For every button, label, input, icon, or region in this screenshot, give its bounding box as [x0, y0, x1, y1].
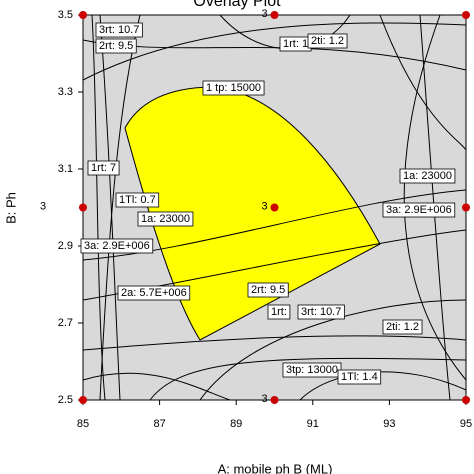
contour-label-box: [247, 282, 289, 298]
design-point: [79, 11, 87, 19]
contour-label-box: [382, 319, 423, 335]
contour-label: 2ti: 1.2: [386, 321, 419, 333]
design-point: [270, 396, 279, 404]
x-axis-label: A: mobile ph B (ML): [218, 461, 333, 474]
y-tick-label: 2.5: [58, 394, 73, 406]
design-point: [462, 396, 470, 404]
design-point: [462, 203, 470, 212]
contour-label: 3a: 2.9E+006: [386, 204, 452, 216]
contour-label: 3rt: 10.7: [301, 306, 341, 318]
contour-label: 1Tl: 0.7: [119, 194, 156, 206]
design-point-label: 3: [261, 200, 267, 212]
contour-label-box: [95, 22, 143, 38]
chart-title: Overlay Plot: [193, 0, 281, 10]
design-point-label: 3: [40, 200, 46, 212]
contour-label: 1a: 23000: [403, 170, 452, 182]
contour-label: 1rt:: [271, 306, 287, 318]
contour-label-box: [337, 369, 382, 385]
x-tick-label: 95: [460, 418, 472, 430]
contour-label-box: [382, 202, 456, 218]
x-tick-label: 93: [383, 418, 395, 430]
x-tick-label: 91: [307, 418, 319, 430]
contour-label-box: [137, 211, 194, 227]
contour-label-box: [87, 160, 120, 176]
y-tick-label: 3.5: [58, 9, 73, 21]
design-point: [79, 396, 87, 404]
contour-label: 1rt: 7: [91, 162, 116, 174]
x-tick-label: 87: [153, 418, 165, 430]
contour-label: 1rt: 1: [283, 38, 308, 50]
contour-label: 3rt: 10.7: [99, 24, 139, 36]
contour-label: 3tp: 13000: [286, 364, 338, 376]
contour-label-box: [80, 238, 154, 254]
contour-label-box: [307, 33, 348, 49]
contour-label-box: [399, 168, 456, 184]
feasible-region: [124, 86, 381, 341]
contour-label: 2ti: 1.2: [311, 35, 344, 47]
design-point-label: 3: [261, 8, 267, 20]
contour-label: 1Tl: 1.4: [341, 371, 378, 383]
contour-label-box: [267, 304, 291, 320]
design-point-label: 3: [261, 393, 267, 405]
design-point: [462, 11, 470, 19]
contour-label: 2a: 5.7E+006: [121, 287, 187, 299]
x-tick-label: 85: [77, 418, 89, 430]
design-point: [79, 203, 87, 212]
contour-label: 2rt: 9.5: [99, 40, 133, 52]
contour-label: 1a: 23000: [141, 213, 190, 225]
contour-label: 1 tp: 15000: [206, 82, 261, 94]
y-tick-label: 3.3: [58, 86, 73, 98]
contour-label-box: [95, 38, 137, 54]
contour-label-box: [117, 285, 191, 301]
design-point: [270, 203, 279, 212]
y-tick-label: 2.9: [58, 240, 73, 252]
contour-label: 2rt: 9.5: [251, 284, 285, 296]
contour-label: 3a: 2.9E+006: [84, 240, 150, 252]
contour-label-box: [202, 80, 265, 96]
y-tick-label: 3.1: [58, 163, 73, 175]
contour-label-box: [297, 304, 345, 320]
x-tick-label: 89: [230, 418, 242, 430]
y-axis-label: B: Ph: [3, 192, 18, 224]
y-tick-label: 2.7: [58, 317, 73, 329]
design-point: [270, 11, 279, 19]
contour-label-box: [115, 192, 160, 208]
